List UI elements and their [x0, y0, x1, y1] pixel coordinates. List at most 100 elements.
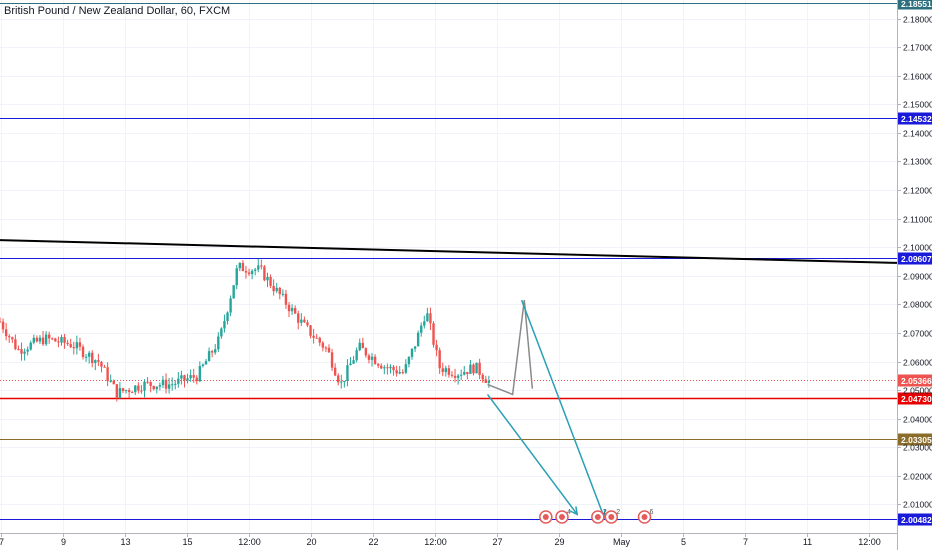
price-tick-label: 2.14000	[903, 129, 932, 139]
candle-body	[183, 375, 186, 381]
candle-body	[253, 269, 257, 271]
candle-body	[97, 360, 100, 362]
price-level-badge	[898, 513, 932, 526]
price-level-label: 2.14532	[901, 114, 932, 124]
candle-body	[395, 370, 398, 374]
time-tick-label: 5	[681, 537, 686, 547]
candle-body	[23, 351, 26, 354]
price-axis[interactable]: 2.18000 2.17000 2.16000 2.15000 2.14000 2.130…	[897, 0, 932, 550]
candle-body	[278, 287, 281, 295]
candle-body	[170, 384, 174, 386]
candle-body	[1, 321, 5, 330]
time-tick-label: 12:00	[424, 537, 447, 547]
candle-body	[361, 342, 365, 349]
candle-body	[217, 336, 220, 350]
candle-body	[413, 346, 417, 349]
candle-body	[456, 375, 460, 378]
horizontal-levels[interactable]: 2.18551 2.14532 2.09607 2.05366 2.04730 2.033…	[0, 0, 932, 526]
price-level-label: 2.04730	[901, 394, 932, 404]
candle-body	[275, 287, 278, 292]
candle-body	[484, 379, 487, 383]
candle-body	[78, 342, 82, 347]
candle-body	[315, 337, 318, 339]
candle-body	[453, 375, 457, 378]
candle-body	[312, 335, 315, 338]
event-marker-dot	[558, 514, 565, 520]
time-tick-label: 12:00	[238, 537, 261, 547]
candle-body	[367, 355, 371, 360]
price-level-label: 2.09607	[901, 254, 932, 264]
price-tick-label: 2.04000	[903, 415, 932, 425]
candle-body	[407, 356, 411, 365]
candle-body	[51, 338, 54, 340]
candle-body	[293, 308, 297, 314]
price-tick-label: 2.08000	[903, 300, 932, 310]
chart-grid	[0, 0, 897, 533]
candle-body	[0, 321, 2, 323]
price-level-badge	[898, 112, 932, 125]
candle-body	[149, 381, 152, 386]
candle-body	[416, 332, 420, 347]
price-tick-label: 2.10000	[903, 243, 932, 253]
price-level-badge	[898, 433, 932, 446]
candle-body	[429, 313, 432, 324]
candle-body	[376, 364, 380, 366]
time-tick-label: 11	[803, 537, 812, 547]
time-axis[interactable]: 7 9 13 15 12:00 20 22 12:00 27 29 May 5 7 11 12:00	[0, 533, 897, 547]
event-markers[interactable]: 4 2 2 6	[539, 509, 654, 524]
time-tick-label: 7	[0, 537, 4, 547]
candle-body	[272, 285, 275, 292]
candle-body	[192, 375, 195, 378]
candle-body	[472, 364, 475, 374]
event-marker-dot	[594, 514, 601, 520]
candle-body	[207, 351, 211, 362]
time-tick-label: 12:00	[858, 537, 881, 547]
candle-body	[220, 328, 223, 337]
candle-body	[370, 356, 374, 360]
candle-body	[352, 360, 355, 364]
candle-body	[410, 348, 414, 357]
time-tick-label: 7	[743, 537, 748, 547]
candle-body	[389, 366, 392, 369]
candle-body	[364, 348, 368, 356]
candle-body	[29, 342, 32, 350]
candle-body	[287, 304, 291, 312]
candle-body	[158, 385, 162, 387]
candle-body	[284, 293, 288, 305]
candle-body	[358, 342, 361, 351]
candle-body	[324, 347, 328, 349]
candle-body	[47, 334, 51, 339]
candle-body	[164, 379, 168, 389]
candle-body	[392, 366, 395, 371]
time-tick-label: 15	[182, 537, 192, 547]
price-level-label: 2.05366	[901, 376, 932, 386]
candle-body	[330, 352, 334, 368]
projection-path-grey	[487, 299, 534, 396]
candle-body	[84, 356, 88, 358]
candle-body	[290, 308, 294, 312]
candle-body	[189, 375, 192, 379]
price-level-badge	[898, 252, 932, 265]
candle-body	[478, 362, 481, 375]
candle-body	[180, 375, 183, 379]
candle-body	[386, 367, 389, 369]
candle-body	[106, 367, 109, 382]
candle-body	[100, 361, 103, 367]
candle-body	[103, 366, 106, 368]
candle-body	[201, 364, 205, 367]
candle-body	[266, 276, 269, 281]
candle-body	[4, 329, 8, 337]
candle-body	[81, 346, 85, 357]
candle-body	[444, 368, 448, 373]
price-level-badge	[898, 392, 932, 405]
candle-body	[57, 341, 60, 343]
candle-body	[112, 380, 115, 385]
price-tick-label: 2.11000	[903, 215, 932, 225]
time-tick-label: 27	[492, 537, 502, 547]
price-tick-label: 2.12000	[903, 186, 932, 196]
price-tick-label: 2.18000	[903, 15, 932, 25]
candle-body	[177, 378, 180, 384]
plot-background	[0, 0, 897, 533]
candle-body	[380, 365, 383, 369]
